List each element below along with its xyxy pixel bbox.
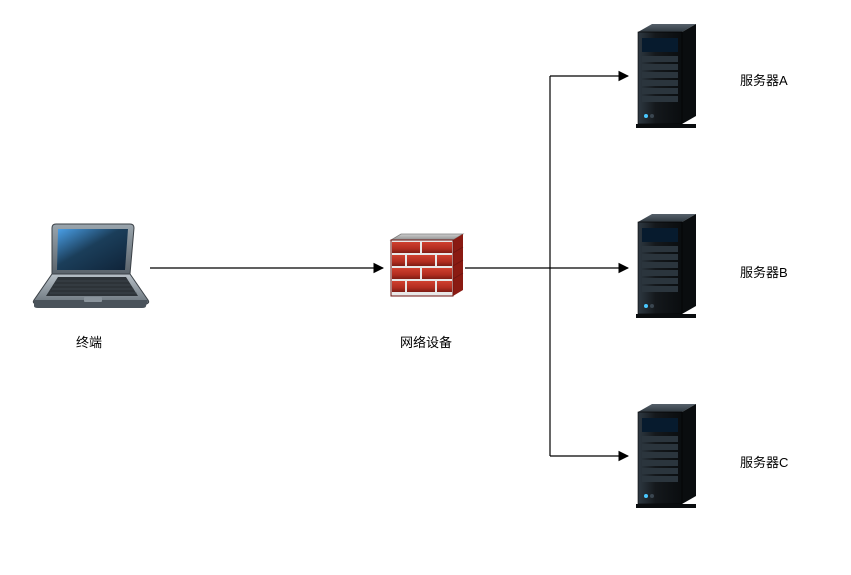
server-icon bbox=[630, 20, 702, 130]
laptop-icon bbox=[30, 220, 150, 310]
firewall-label: 网络设备 bbox=[400, 332, 452, 351]
server-b-node bbox=[630, 210, 702, 320]
firewall-node bbox=[385, 232, 465, 302]
terminal-label: 终端 bbox=[76, 332, 102, 351]
terminal-node bbox=[30, 220, 150, 310]
server-a-node bbox=[630, 20, 702, 130]
server-c-label: 服务器C bbox=[740, 452, 788, 471]
firewall-icon bbox=[385, 232, 465, 302]
diagram-canvas: 终端 bbox=[0, 0, 851, 575]
server-b-label: 服务器B bbox=[740, 262, 788, 281]
server-icon bbox=[630, 400, 702, 510]
server-a-label: 服务器A bbox=[740, 70, 788, 89]
server-c-node bbox=[630, 400, 702, 510]
server-icon bbox=[630, 210, 702, 320]
